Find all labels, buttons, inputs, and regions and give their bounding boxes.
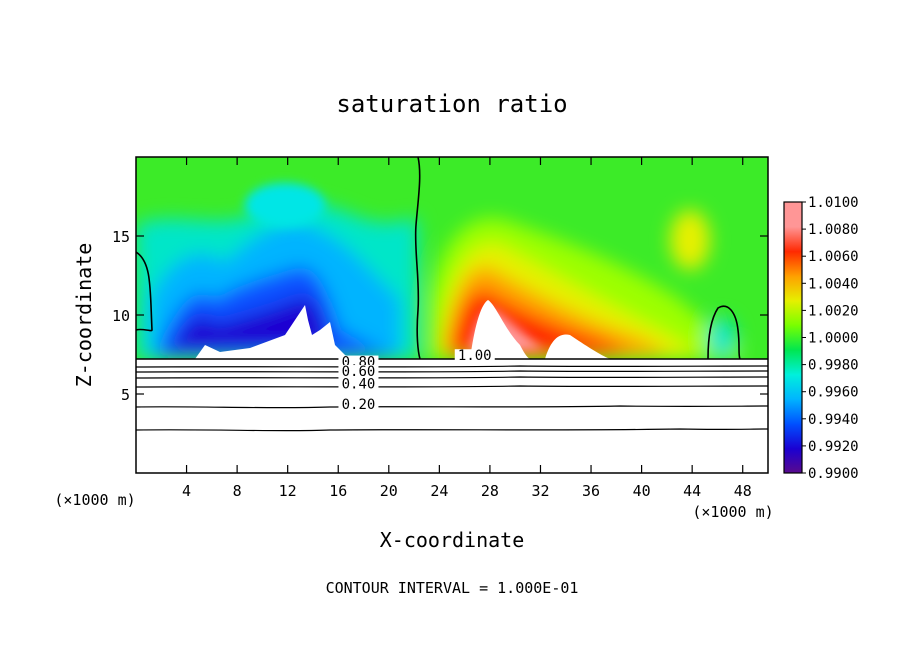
colorbar-segment — [784, 226, 802, 252]
colorbar-tick-label: 0.9980 — [808, 358, 859, 374]
x-unit-label-right: (×1000 m) — [692, 503, 773, 521]
colorbar-tick-label: 0.9920 — [808, 439, 859, 455]
colorbar-tick-label: 1.0080 — [808, 222, 859, 238]
y-tick-label: 10 — [112, 307, 130, 325]
white-hole-right — [545, 334, 610, 359]
x-unit-label-left: (×1000 m) — [54, 491, 135, 509]
field-left-cyan-core — [245, 183, 325, 227]
x-tick-label: 28 — [481, 482, 499, 500]
x-tick-label: 12 — [279, 482, 297, 500]
colorbar-tick-label: 1.0060 — [808, 249, 859, 265]
colorbar-segment — [784, 349, 802, 375]
contour-label: 1.00 — [458, 348, 492, 364]
plot-area: 1.000.800.600.400.20 — [136, 157, 768, 473]
contour-line-0.80b — [136, 370, 768, 373]
x-tick-label: 48 — [734, 482, 752, 500]
colorbar-tick-label: 1.0040 — [808, 276, 859, 292]
contour-label-bg — [338, 377, 379, 391]
colorbar-segment — [784, 325, 802, 351]
white-hole-center — [470, 300, 530, 359]
y-axis: 5 10 15 — [112, 228, 768, 404]
contour-line-0.00 — [136, 428, 768, 432]
colorbar-segment — [784, 448, 802, 474]
contour-label-bg — [454, 349, 495, 363]
contour-label-bg — [338, 398, 379, 412]
contour-line-0.60 — [136, 376, 768, 379]
x-tick-label: 36 — [582, 482, 600, 500]
y-axis-label: Z-coordinate — [72, 243, 96, 388]
white-hole-left — [195, 305, 350, 359]
x-tick-label: 16 — [329, 482, 347, 500]
colorbar-segment — [784, 374, 802, 400]
colorbar-segment — [784, 300, 802, 326]
x-tick-label: 32 — [531, 482, 549, 500]
contour-line-0.40 — [136, 385, 768, 388]
colorbar-tick-label: 0.9960 — [808, 385, 859, 401]
colorbar-tick-label: 1.0020 — [808, 303, 859, 319]
field-right-cyan-blob — [708, 318, 736, 358]
contour-line-0.80 — [136, 365, 768, 368]
below-cloud-area — [136, 359, 768, 473]
contour-interval-note: CONTOUR INTERVAL = 1.000E-01 — [326, 579, 579, 597]
contour-line-1.00-left — [136, 251, 153, 332]
x-axis: 4 8 12 16 20 24 28 32 36 40 44 48 — [182, 157, 752, 500]
colorbar-tick-label: 0.9940 — [808, 412, 859, 428]
chart-title: saturation ratio — [336, 90, 567, 118]
contour-label: 0.20 — [342, 397, 376, 413]
x-tick-label: 24 — [430, 482, 448, 500]
x-tick-label: 8 — [233, 482, 242, 500]
contour-label: 0.60 — [342, 364, 376, 380]
x-axis-label: X-coordinate — [380, 528, 525, 552]
contour-label: 0.40 — [342, 377, 376, 393]
contour-labels: 1.000.800.600.400.20 — [338, 348, 495, 413]
x-tick-label: 20 — [380, 482, 398, 500]
colorbar-segment — [784, 251, 802, 277]
colorbar-tick-label: 1.0000 — [808, 331, 859, 347]
contour-line-0.20 — [136, 405, 768, 409]
colorbar-segment — [784, 423, 802, 449]
y-tick-label: 5 — [121, 386, 130, 404]
contour-line-1.00-right — [707, 305, 741, 360]
x-tick-label: 44 — [683, 482, 701, 500]
x-tick-label: 40 — [633, 482, 651, 500]
colorbar-segment — [784, 275, 802, 302]
contour-line-1.00-mid — [414, 157, 421, 360]
colorbar-segment — [784, 399, 802, 425]
colorbar-tick-label: 1.0100 — [808, 195, 859, 211]
colorbar-tick-label: 0.9900 — [808, 466, 859, 482]
x-tick-label: 4 — [182, 482, 191, 500]
contour-label-bg — [338, 365, 379, 379]
colorbar: 0.9900 0.9920 0.9940 0.9960 0.9980 1.0000 1.00… — [783, 195, 859, 482]
colorbar-segment — [784, 202, 802, 228]
field-right-yellow-blob — [670, 210, 710, 270]
y-tick-label: 15 — [112, 228, 130, 246]
